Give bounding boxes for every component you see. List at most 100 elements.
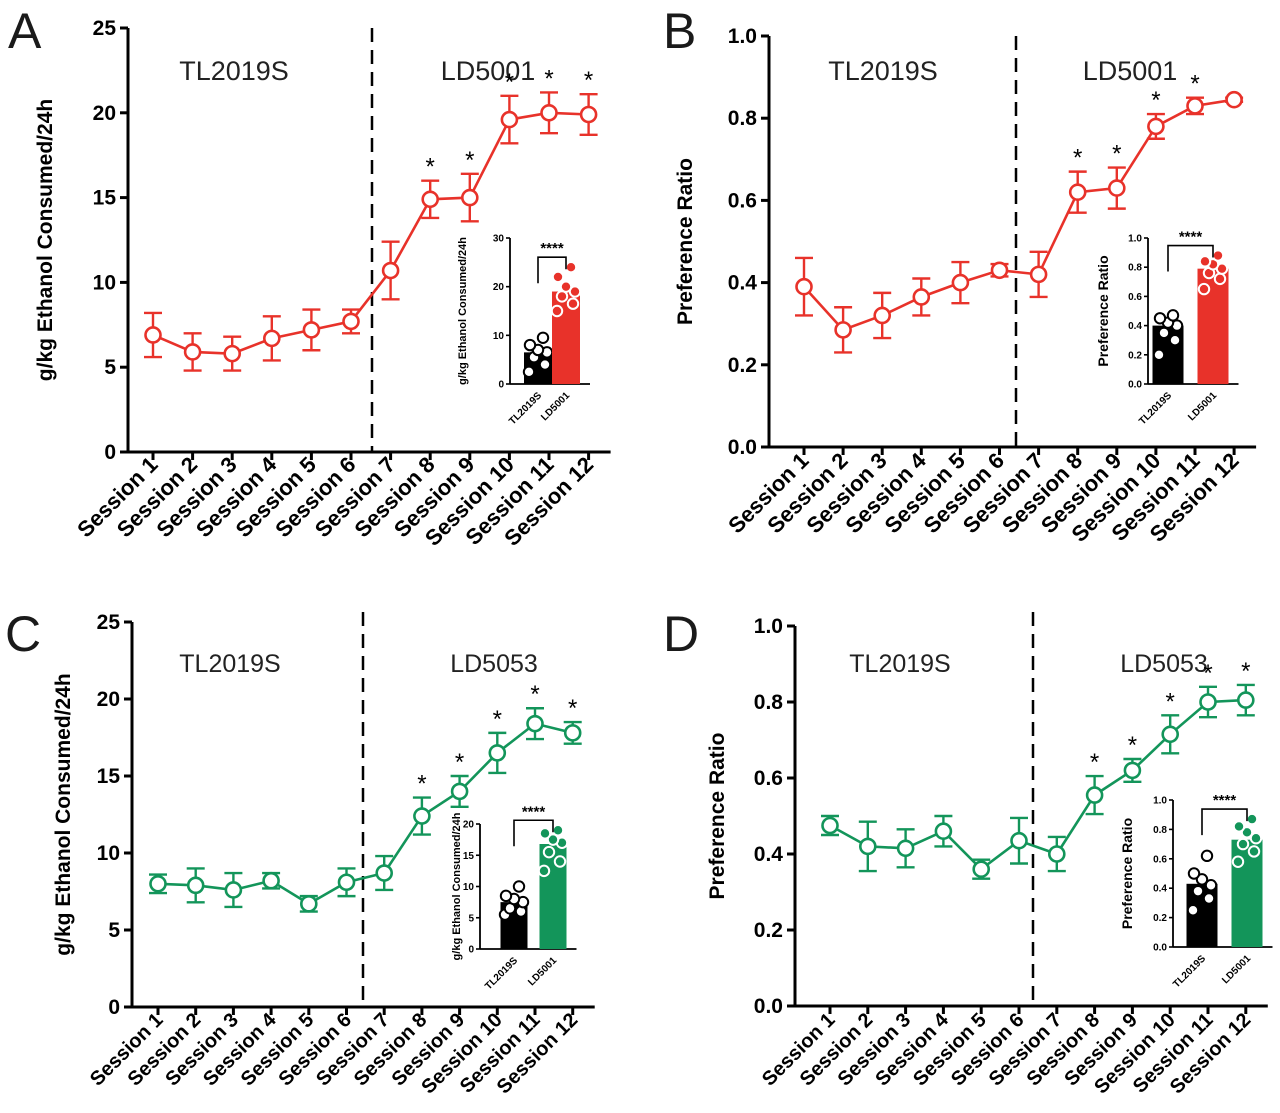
significance-star: * [544, 65, 553, 92]
data-point [1147, 117, 1165, 136]
inset-point [1204, 879, 1218, 892]
y-axis-label: Preference Ratio [674, 158, 697, 325]
inset-x-tick-label: LD5001 [539, 390, 572, 423]
inset-point [512, 880, 526, 893]
data-point [912, 288, 931, 306]
y-tick-label: 10 [93, 271, 116, 294]
inset-point [1157, 326, 1171, 340]
inset-y-tick-label: 0.6 [1153, 854, 1167, 865]
series-line [829, 698, 1246, 871]
inset-point [551, 824, 565, 837]
inset-point [542, 845, 556, 859]
inset-significance: **** [1179, 229, 1203, 246]
inset-point [1211, 249, 1225, 262]
data-point [183, 343, 202, 361]
inset-point [1186, 904, 1200, 917]
inset-point [1166, 309, 1180, 322]
data-point [1048, 845, 1066, 863]
inset-y-axis-label: Preference Ratio [1095, 255, 1111, 366]
data-point [834, 321, 852, 339]
inset-y-tick-label: 0.6 [1128, 292, 1142, 303]
inset-point [1247, 845, 1261, 858]
y-tick-label: 10 [97, 842, 120, 865]
significance-star: * [530, 681, 539, 708]
y-axis-label: Preference Ratio [706, 733, 729, 900]
significance-bracket [1167, 244, 1214, 272]
inset-point [538, 827, 552, 840]
data-point [262, 871, 280, 890]
inset-point [566, 297, 580, 310]
data-point [1123, 761, 1142, 780]
data-point [337, 873, 356, 892]
inset-point [1231, 855, 1245, 868]
inset-point [499, 889, 513, 903]
inset-point [1249, 832, 1263, 845]
y-tick-label: 5 [104, 356, 116, 379]
significance-star: * [1073, 145, 1082, 172]
y-tick-label: 0.6 [728, 189, 757, 212]
group-label: TL2019S [828, 56, 938, 86]
significance-star: * [493, 706, 502, 733]
data-point [381, 261, 400, 280]
significance-star: * [1241, 658, 1250, 685]
data-point [1068, 183, 1087, 201]
inset-point [1197, 282, 1211, 296]
data-point [375, 864, 394, 882]
y-tick-label: 15 [97, 765, 121, 788]
significance-bracket [1201, 808, 1248, 836]
inset-point [1232, 820, 1246, 833]
inset-point [1202, 892, 1216, 905]
inset-point [1152, 348, 1166, 361]
significance-star: * [1090, 749, 1099, 776]
y-tick-label: 0.4 [754, 843, 784, 866]
significance-star: * [505, 69, 514, 96]
y-tick-label: 1.0 [754, 615, 783, 638]
inset-y-tick-label: 0.2 [1153, 913, 1167, 924]
inset-point [538, 358, 552, 371]
data-point [488, 744, 507, 762]
data-point [149, 874, 167, 893]
y-tick-label: 0.8 [754, 691, 784, 714]
data-point [186, 876, 205, 895]
inset-point [559, 280, 573, 293]
data-point [299, 895, 318, 913]
inset-point [1168, 334, 1182, 347]
significance-star: * [1128, 732, 1137, 759]
data-point [896, 839, 915, 858]
inset-point [551, 270, 565, 284]
inset-y-tick-label: 20 [463, 820, 475, 831]
inset-y-tick-label: 15 [463, 851, 475, 862]
data-point [302, 321, 321, 339]
data-point [144, 326, 162, 344]
inset-point [1198, 255, 1212, 268]
data-point [1010, 831, 1028, 850]
data-point [223, 344, 241, 363]
y-tick-label: 0.2 [728, 354, 757, 377]
y-axis-label: g/kg Ethanol Consumed/24h [34, 99, 57, 381]
panel-letter: A [8, 3, 42, 59]
y-tick-label: 0 [104, 441, 116, 464]
y-tick-label: 0.8 [728, 107, 758, 130]
significance-star: * [1203, 660, 1212, 687]
inset-y-tick-label: 10 [493, 331, 505, 342]
data-point [873, 306, 892, 325]
inset-y-tick-label: 0 [468, 945, 474, 956]
inset-point [1240, 826, 1254, 839]
panel-letter: C [5, 606, 41, 662]
data-point [413, 807, 431, 825]
panel-letter: D [663, 606, 699, 662]
inset-y-tick-label: 1.0 [1153, 796, 1167, 807]
group-label: LD5053 [450, 650, 538, 678]
inset-point [537, 864, 551, 878]
inset-y-tick-label: 0.0 [1128, 380, 1142, 391]
data-point [526, 714, 544, 733]
inset-point [1213, 272, 1227, 286]
inset-point [1236, 837, 1250, 851]
data-point [1225, 90, 1243, 109]
inset-significance: **** [522, 803, 546, 820]
significance-star: * [465, 147, 474, 174]
significance-star: * [426, 154, 435, 181]
data-point [1199, 693, 1217, 711]
data-point [990, 261, 1009, 280]
